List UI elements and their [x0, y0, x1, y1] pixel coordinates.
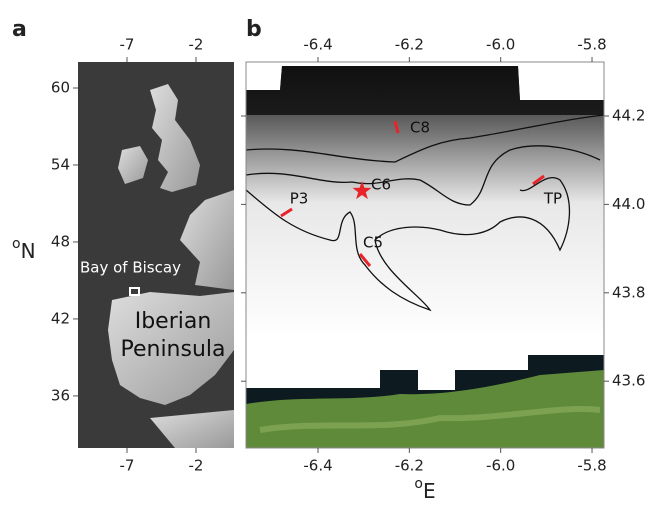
x-tick-label: -2	[189, 36, 204, 54]
x-tick-label: -5.8	[577, 36, 606, 54]
y-tick-label: 43.6	[612, 372, 645, 390]
site-label: C8	[410, 119, 430, 137]
map-a	[78, 62, 234, 448]
x-tick-label: -2	[189, 457, 204, 475]
y-tick-label: 44.2	[612, 107, 645, 125]
site-label: P3	[290, 190, 309, 208]
site-label: C6	[371, 176, 391, 194]
y-tick-label: 60	[51, 79, 70, 97]
y-tick-label: 36	[51, 386, 70, 404]
y-tick-label: 42	[51, 309, 70, 327]
annotation: Peninsula	[120, 337, 225, 362]
panel-label: b	[246, 17, 262, 42]
x-tick-label: -7	[120, 457, 135, 475]
y-tick-label: 43.8	[612, 283, 645, 301]
axis-unit: E	[423, 479, 436, 503]
y-tick-label: 44.0	[612, 195, 645, 213]
x-tick-label: -6.2	[395, 36, 424, 54]
x-tick-label: -6.0	[486, 457, 515, 475]
panel-label: a	[12, 17, 27, 42]
x-tick-label: -6.2	[395, 457, 424, 475]
site-label: C5	[363, 234, 383, 252]
y-tick-label: 48	[51, 232, 70, 250]
axis-unit: N	[21, 239, 36, 263]
annotation: Iberian	[135, 309, 212, 334]
x-tick-label: -6.0	[486, 36, 515, 54]
x-tick-label: -6.4	[303, 457, 332, 475]
figure: a-7-7-2-26054484236oNBay of BiscayIberia…	[0, 0, 646, 505]
x-tick-label: -6.4	[303, 36, 332, 54]
annotation: Bay of Biscay	[80, 259, 181, 277]
y-axis-label: oN	[12, 236, 36, 263]
y-tick-label: 54	[51, 155, 70, 173]
site-label: TP	[543, 190, 562, 208]
degree-sup: o	[12, 236, 21, 252]
x-axis-label: oE	[414, 476, 435, 503]
degree-sup: o	[414, 476, 423, 492]
x-tick-label: -5.8	[577, 457, 606, 475]
x-tick-label: -7	[120, 36, 135, 54]
